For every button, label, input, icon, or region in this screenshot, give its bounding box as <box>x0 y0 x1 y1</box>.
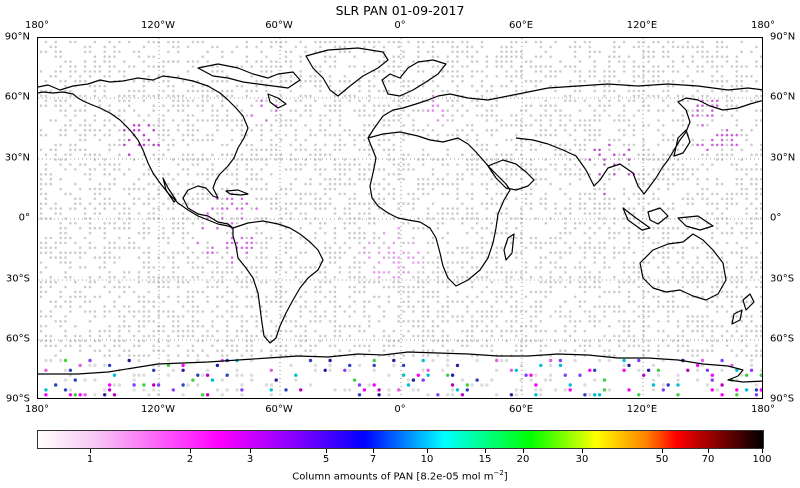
colorbar-tick-mark <box>373 449 374 453</box>
colorbar-tick-label: 2 <box>186 454 194 465</box>
lat-label-left: 90°S <box>5 393 30 405</box>
lon-label-top: 180° <box>24 20 50 31</box>
colorbar-tick-mark <box>250 449 251 453</box>
colorbar-tick-mark <box>326 449 327 453</box>
lat-label-right: 90°S <box>770 393 795 405</box>
colorbar-tick-mark <box>762 449 763 453</box>
colorbar-tick-label: 100 <box>752 454 772 465</box>
lat-label-left: 90°N <box>4 31 30 43</box>
lon-label-bottom: 180° <box>750 404 776 415</box>
colorbar-tick-mark <box>523 449 524 453</box>
colorbar-tick-mark <box>427 449 428 453</box>
colorbar-tick-mark <box>485 449 486 453</box>
colorbar-tick-mark <box>190 449 191 453</box>
lat-label-right: 0° <box>770 212 782 224</box>
colorbar-tick-mark <box>90 449 91 453</box>
lon-label-top: 0° <box>394 20 406 31</box>
lat-label-right: 60°S <box>770 333 795 345</box>
colorbar <box>37 430 764 449</box>
coastlines <box>38 47 762 383</box>
colorbar-tick-mark <box>662 449 663 453</box>
lon-label-bottom: 0° <box>394 404 406 415</box>
lon-label-bottom: 120°W <box>141 404 175 415</box>
lat-label-left: 30°S <box>5 273 30 285</box>
colorbar-tick-label: 20 <box>516 454 530 465</box>
lon-label-top: 180° <box>750 20 776 31</box>
lon-label-top: 120°W <box>141 20 175 31</box>
lon-label-bottom: 60°W <box>265 404 293 415</box>
colorbar-tick-label: 70 <box>701 454 715 465</box>
colorbar-tick-label: 30 <box>575 454 589 465</box>
colorbar-label-end: ] <box>503 471 508 483</box>
colorbar-tick-label: 10 <box>420 454 434 465</box>
colorbar-tick-mark <box>582 449 583 453</box>
colorbar-label-exponent: −2 <box>493 469 504 477</box>
colorbar-tick-label: 50 <box>655 454 669 465</box>
colorbar-label: Column amounts of PAN [8.2e-05 mol m−2] <box>0 469 800 482</box>
lat-label-left: 60°N <box>4 91 30 103</box>
lat-label-right: 60°N <box>770 91 796 103</box>
map-canvas <box>38 38 762 398</box>
lon-label-top: 60°E <box>508 20 534 31</box>
lon-label-bottom: 180° <box>24 404 50 415</box>
lat-label-left: 0° <box>18 212 30 224</box>
colorbar-tick-label: 5 <box>322 454 330 465</box>
data-dots <box>39 40 762 397</box>
lat-label-left: 30°N <box>4 152 30 164</box>
lat-label-left: 60°S <box>5 333 30 345</box>
lon-label-top: 120°E <box>626 20 658 31</box>
lon-label-top: 60°W <box>265 20 293 31</box>
lon-label-bottom: 60°E <box>508 404 534 415</box>
lat-label-right: 90°N <box>770 31 796 43</box>
colorbar-label-text: Column amounts of PAN [8.2e-05 mol m <box>292 471 494 483</box>
world-map <box>37 37 763 399</box>
colorbar-tick-mark <box>708 449 709 453</box>
lon-label-bottom: 120°E <box>626 404 658 415</box>
lat-label-right: 30°N <box>770 152 796 164</box>
colorbar-tick-label: 7 <box>369 454 377 465</box>
gridlines <box>38 38 762 398</box>
chart-title: SLR PAN 01-09-2017 <box>335 3 465 18</box>
colorbar-tick-label: 15 <box>478 454 492 465</box>
colorbar-tick-label: 3 <box>246 454 254 465</box>
lat-label-right: 30°S <box>770 273 795 285</box>
colorbar-tick-label: 1 <box>86 454 94 465</box>
